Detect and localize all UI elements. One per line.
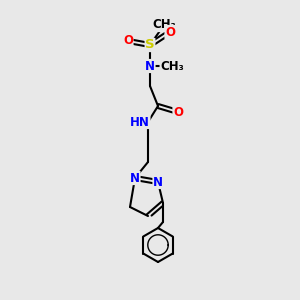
Text: CH₃: CH₃ (160, 59, 184, 73)
Text: CH₃: CH₃ (152, 19, 176, 32)
Text: O: O (123, 34, 133, 47)
Text: O: O (165, 26, 175, 38)
Text: S: S (145, 38, 155, 52)
Text: N: N (153, 176, 163, 188)
Text: N: N (145, 59, 155, 73)
Text: O: O (173, 106, 183, 118)
Text: N: N (130, 172, 140, 184)
Text: HN: HN (130, 116, 150, 128)
